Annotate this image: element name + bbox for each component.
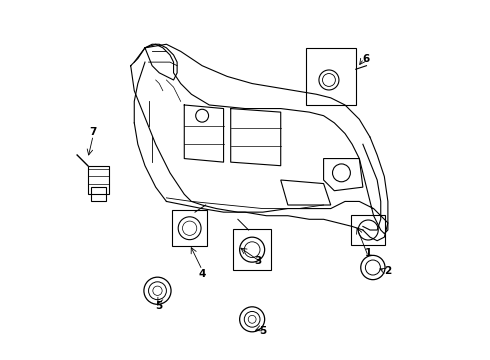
Bar xyxy=(88,166,109,194)
Text: 4: 4 xyxy=(198,269,206,279)
Text: 7: 7 xyxy=(90,127,97,137)
Bar xyxy=(92,187,106,202)
Text: 6: 6 xyxy=(363,54,370,64)
Text: 3: 3 xyxy=(254,256,261,266)
Text: 1: 1 xyxy=(365,248,372,258)
Text: 5: 5 xyxy=(155,301,162,311)
Text: 2: 2 xyxy=(384,266,392,276)
Text: 5: 5 xyxy=(259,327,267,337)
